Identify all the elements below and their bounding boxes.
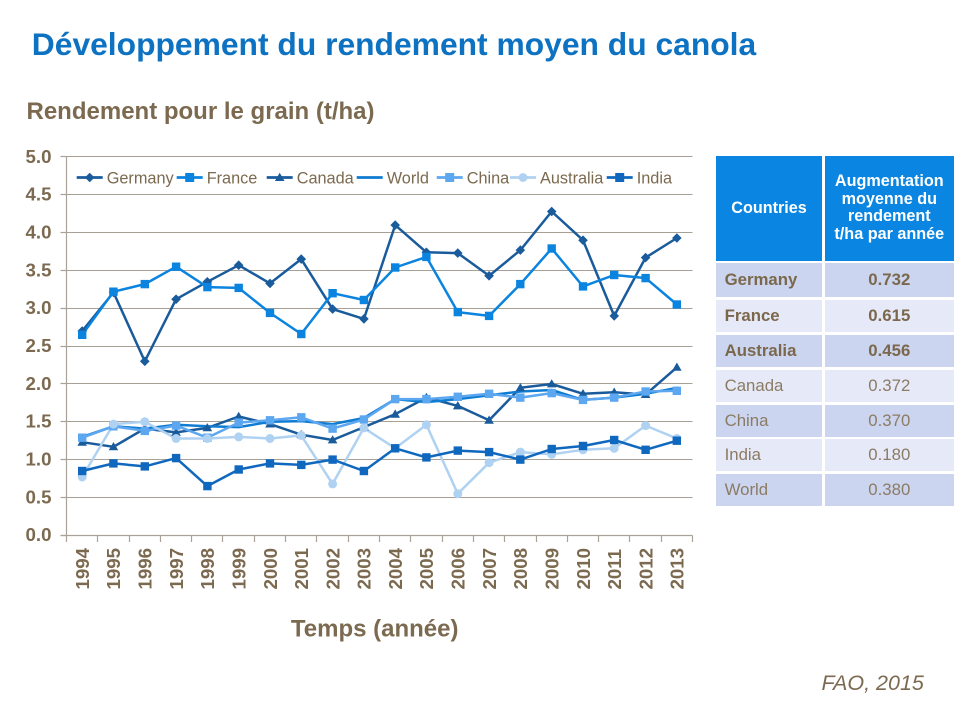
svg-text:2002: 2002 — [322, 548, 343, 590]
svg-text:2.0: 2.0 — [26, 373, 52, 394]
svg-text:1998: 1998 — [197, 548, 218, 590]
svg-text:5.0: 5.0 — [26, 146, 52, 167]
svg-text:4.5: 4.5 — [26, 184, 52, 205]
svg-text:France: France — [207, 169, 258, 187]
svg-text:1.5: 1.5 — [26, 411, 52, 432]
svg-text:2010: 2010 — [573, 548, 594, 590]
svg-text:2013: 2013 — [667, 548, 688, 590]
svg-text:Canada: Canada — [297, 169, 355, 187]
svg-text:0.5: 0.5 — [26, 486, 52, 507]
svg-text:1997: 1997 — [166, 548, 187, 590]
svg-text:2011: 2011 — [604, 549, 625, 590]
svg-text:1995: 1995 — [103, 548, 124, 590]
svg-text:2007: 2007 — [479, 548, 500, 590]
svg-text:Germany: Germany — [107, 169, 175, 187]
svg-text:1999: 1999 — [229, 548, 250, 590]
svg-text:3.0: 3.0 — [26, 297, 52, 318]
svg-text:1.0: 1.0 — [26, 449, 52, 470]
svg-text:2000: 2000 — [260, 548, 281, 590]
svg-text:2012: 2012 — [635, 548, 656, 590]
svg-text:Temps (année): Temps (année) — [291, 615, 459, 642]
svg-text:2004: 2004 — [385, 547, 406, 589]
svg-text:2006: 2006 — [448, 548, 469, 590]
svg-text:2009: 2009 — [542, 548, 563, 590]
svg-text:2005: 2005 — [416, 548, 437, 590]
svg-text:2003: 2003 — [354, 548, 375, 590]
svg-text:1994: 1994 — [72, 547, 93, 589]
svg-text:2008: 2008 — [510, 548, 531, 590]
svg-text:1996: 1996 — [135, 548, 156, 590]
svg-text:0.0: 0.0 — [26, 524, 52, 545]
svg-text:World: World — [387, 169, 429, 187]
svg-text:China: China — [467, 169, 510, 187]
svg-text:2.5: 2.5 — [26, 335, 52, 356]
svg-text:Australia: Australia — [540, 169, 604, 187]
svg-text:4.0: 4.0 — [26, 222, 52, 243]
svg-text:3.5: 3.5 — [26, 259, 52, 280]
svg-text:2001: 2001 — [291, 548, 312, 590]
svg-text:India: India — [637, 169, 673, 187]
